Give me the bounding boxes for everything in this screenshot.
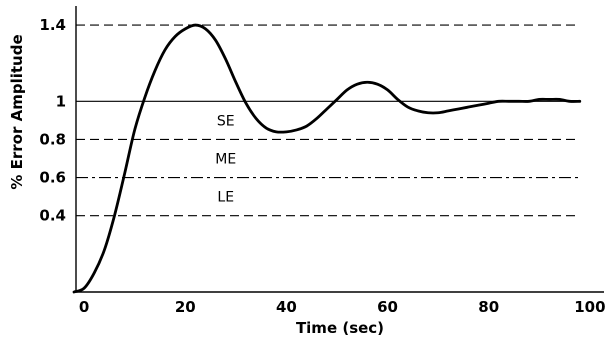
zone-label-le: LE (217, 190, 234, 206)
y-tick-label: 0.4 (39, 207, 66, 225)
y-tick-label: 1.4 (39, 16, 66, 34)
zone-label-me: ME (215, 152, 236, 168)
x-tick-label: 0 (79, 298, 89, 316)
x-axis-tick-labels: 0 20 40 60 80 100 (79, 298, 606, 316)
y-axis-tick-labels: 1.4 1 0.8 0.6 0.4 (39, 16, 66, 225)
zone-label-se: SE (217, 113, 235, 129)
x-tick-label: 20 (175, 298, 196, 316)
x-tick-label: 80 (478, 298, 499, 316)
error-amplitude-curve (72, 23, 582, 294)
y-tick-label: 1 (56, 92, 66, 110)
x-axis-title: Time (sec) (296, 319, 384, 337)
x-tick-label: 60 (377, 298, 398, 316)
x-tick-label: 100 (574, 298, 605, 316)
y-tick-label: 0.6 (39, 169, 66, 187)
x-tick-label: 40 (276, 298, 297, 316)
y-axis-title: % Error Amplitude (8, 34, 26, 189)
reference-lines (76, 24, 580, 217)
y-tick-label: 0.8 (39, 130, 66, 148)
zone-labels: SE ME LE (215, 113, 236, 205)
